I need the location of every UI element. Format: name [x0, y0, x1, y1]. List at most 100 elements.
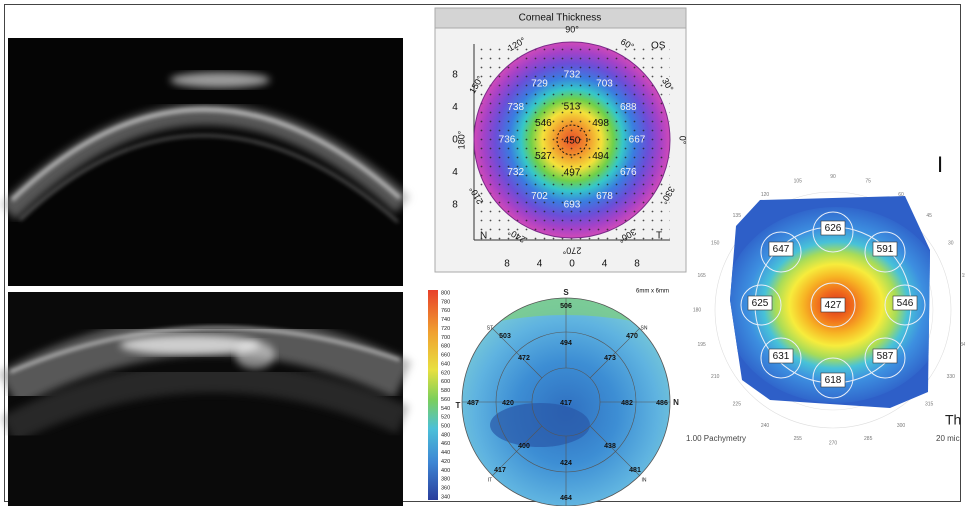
- direction-it: IT: [488, 477, 492, 483]
- x-tick-label: 4: [602, 259, 608, 270]
- pachymetry-map-panel: 1.00 Pachymetry Th 20 mic I 90 75 60 45 30 15…: [686, 152, 965, 447]
- angle-label: 75: [865, 179, 871, 185]
- colorbar-label: 800: [441, 290, 450, 296]
- sector-value: 473: [604, 355, 616, 362]
- direction-st: ST: [487, 325, 493, 331]
- thickness-value: 647: [773, 244, 790, 255]
- angle-label: 195: [697, 342, 706, 348]
- angle-label: 315: [925, 402, 934, 408]
- colorbar-label: 680: [441, 344, 450, 350]
- sector-value: 438: [604, 443, 616, 450]
- value-box: [768, 241, 794, 257]
- angle-label: 180: [693, 307, 702, 313]
- outer-value: 693: [564, 200, 581, 211]
- thickness-value: 587: [877, 351, 894, 362]
- sector-value: 481: [629, 467, 641, 474]
- inner-value: 513: [564, 102, 581, 113]
- value-box: [892, 295, 918, 311]
- angle-label: 300: [897, 423, 906, 429]
- angle-label: 330: [947, 374, 956, 380]
- outer-value: 736: [499, 135, 516, 146]
- x-tick-label: 8: [634, 259, 640, 270]
- scale-label: 6mm x 6mm: [636, 289, 669, 295]
- colorbar-label: 780: [441, 299, 450, 305]
- outer-value: 732: [564, 70, 581, 81]
- direction-n: N: [673, 398, 679, 407]
- inner-value: 527: [535, 151, 552, 162]
- x-tick-label: 4: [537, 259, 543, 270]
- y-tick-label: 8: [452, 200, 458, 211]
- nasal-label: N: [480, 231, 487, 242]
- angle-label: 105: [794, 179, 803, 185]
- sector-value: 482: [621, 400, 633, 407]
- temporal-label: T: [656, 231, 662, 242]
- value-box: [747, 295, 773, 311]
- direction-t: T: [456, 401, 461, 410]
- eye-label: OS: [651, 41, 666, 52]
- angle-label: 45: [926, 213, 932, 219]
- angle-label: 285: [864, 436, 873, 442]
- sector-map-panel: 6mm x 6mm S T N ST SN IT IN 800 780 760 740…: [428, 288, 679, 507]
- panel-letter: I: [937, 152, 943, 177]
- colorbar-label: 340: [441, 494, 450, 500]
- angle-label: 15: [962, 273, 965, 279]
- thickness-value: 625: [752, 298, 769, 309]
- y-tick-label: 4: [452, 167, 458, 178]
- sector-value: 420: [502, 400, 514, 407]
- panel-title: Corneal Thickness: [519, 13, 602, 24]
- sector-value: 417: [494, 467, 506, 474]
- sector-value: 472: [518, 355, 530, 362]
- colorbar-label: 580: [441, 388, 450, 394]
- colorbar-label: 560: [441, 397, 450, 403]
- thickness-value: 618: [825, 375, 842, 386]
- angle-label: 210: [711, 374, 720, 380]
- angle-label: 60: [898, 192, 904, 198]
- angle-label: 90°: [565, 24, 579, 34]
- colorbar-label: 500: [441, 423, 450, 429]
- colorbar-label: 520: [441, 415, 450, 421]
- angle-label: 180°: [456, 130, 466, 149]
- oct-top: [0, 38, 411, 286]
- sector-value: 506: [560, 303, 572, 310]
- thickness-value: 546: [897, 298, 914, 309]
- colorbar-label: 480: [441, 432, 450, 438]
- thickness-value: 631: [773, 351, 790, 362]
- center-value: 450: [564, 136, 581, 147]
- angle-label: 120: [761, 192, 770, 198]
- outer-value: 688: [620, 102, 637, 113]
- sector-value: 487: [467, 400, 479, 407]
- sector-value: 400: [518, 443, 530, 450]
- y-tick-label: 8: [452, 70, 458, 81]
- colorbar-label: 420: [441, 459, 450, 465]
- angle-label: 255: [794, 436, 803, 442]
- inner-value: 498: [592, 118, 609, 129]
- angle-label: 90: [830, 174, 836, 180]
- colorbar-label: 380: [441, 477, 450, 483]
- sector-value: 503: [499, 333, 511, 340]
- colorbar-label: 440: [441, 450, 450, 456]
- caption: 1.00 Pachymetry: [686, 434, 746, 443]
- angle-label: 0°: [678, 136, 688, 145]
- colorbar-label: 400: [441, 468, 450, 474]
- outer-value: 676: [620, 167, 637, 178]
- sector-value: 494: [560, 340, 572, 347]
- colorbar-label: 600: [441, 379, 450, 385]
- thickness-value: 427: [825, 300, 842, 311]
- thickness-value: 591: [877, 244, 894, 255]
- value-box: [820, 220, 846, 236]
- colorbar-label: 460: [441, 441, 450, 447]
- value-box: [872, 348, 898, 364]
- angle-label: 135: [733, 213, 742, 219]
- value-box: [768, 348, 794, 364]
- outer-value: 729: [531, 78, 548, 89]
- sector-value: 464: [560, 495, 572, 502]
- colorbar-label: 740: [441, 317, 450, 323]
- sector-value: 424: [560, 460, 572, 467]
- colorbar-label: 360: [441, 486, 450, 492]
- angle-label: 165: [697, 273, 706, 279]
- colorbar-label: 620: [441, 370, 450, 376]
- oct-bottom: [0, 292, 412, 506]
- angle-label: 150: [711, 241, 720, 247]
